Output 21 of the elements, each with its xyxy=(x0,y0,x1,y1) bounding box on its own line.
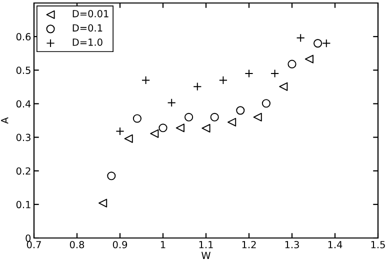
legend-label: D=0.1 xyxy=(72,24,102,32)
x-tick-label: 1 xyxy=(160,241,166,248)
x-tick-label: 1.5 xyxy=(371,241,385,248)
legend-label: D=1.0 xyxy=(72,38,102,46)
legend-label: D=0.01 xyxy=(72,10,108,18)
x-tick-label: 1.4 xyxy=(328,241,342,248)
y-tick-label: 0.2 xyxy=(16,167,30,175)
y-tick-label: 0.5 xyxy=(16,66,30,74)
y-tick-label: 0.3 xyxy=(16,134,30,142)
x-tick-label: 1.3 xyxy=(285,240,299,248)
y-axis-title: A xyxy=(1,117,8,124)
x-tick-label: 1.2 xyxy=(242,240,256,248)
x-tick-label: 1.1 xyxy=(199,241,213,248)
y-tick-label: 0 xyxy=(26,234,31,242)
y-tick-label: 0.1 xyxy=(16,200,30,208)
x-axis-title: W xyxy=(202,252,210,259)
x-tick-label: 0.9 xyxy=(112,240,128,248)
y-tick-label: 0.6 xyxy=(16,33,31,40)
x-tick-label: 0.8 xyxy=(70,240,84,248)
x-tick-label: 0.7 xyxy=(26,240,41,248)
y-tick-label: 0.4 xyxy=(16,100,31,108)
